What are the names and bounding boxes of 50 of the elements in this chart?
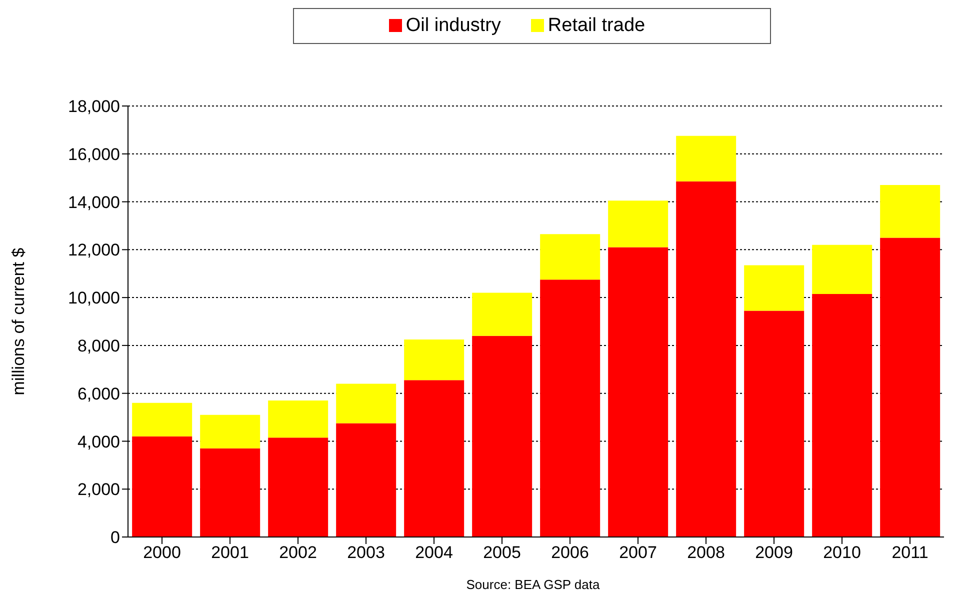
x-tick-label: 2007 xyxy=(619,543,657,562)
x-tick-label: 2003 xyxy=(347,543,385,562)
bar xyxy=(336,384,396,424)
x-tick-label: 2002 xyxy=(279,543,317,562)
x-tick-label: 2001 xyxy=(211,543,249,562)
x-tick-label: 2008 xyxy=(687,543,725,562)
source-note: Source: BEA GSP data xyxy=(465,577,601,592)
bar xyxy=(472,292,532,336)
bar xyxy=(540,280,600,537)
bar xyxy=(812,244,872,294)
x-tick-label: 2004 xyxy=(415,543,453,562)
y-tick-label: 4,000 xyxy=(77,432,120,452)
y-axis-title: millions of current $ xyxy=(9,247,28,396)
x-tick-label: 2000 xyxy=(143,543,181,562)
bar xyxy=(404,380,464,537)
y-tick-label: 2,000 xyxy=(77,480,120,500)
x-tick-label: 2009 xyxy=(755,543,793,562)
y-tick-label: 6,000 xyxy=(77,384,120,404)
x-tick-label: 2006 xyxy=(551,543,589,562)
bar xyxy=(812,294,872,537)
y-tick-label: 16,000 xyxy=(68,144,120,164)
bar xyxy=(744,310,804,537)
x-tick-label: 2010 xyxy=(823,543,861,562)
bar xyxy=(676,181,736,537)
bar xyxy=(676,136,736,182)
bar xyxy=(608,247,668,537)
legend-label: Oil industry xyxy=(406,15,501,36)
bar xyxy=(200,448,260,537)
bar xyxy=(880,238,940,537)
bar xyxy=(268,438,328,537)
y-tick-label: 12,000 xyxy=(68,240,120,260)
bar xyxy=(132,436,192,537)
bar xyxy=(744,265,804,311)
legend-label: Retail trade xyxy=(548,15,646,36)
y-tick-label: 0 xyxy=(110,528,120,548)
y-tick-label: 18,000 xyxy=(68,97,120,116)
y-tick-label: 8,000 xyxy=(77,336,120,356)
bar xyxy=(540,234,600,280)
bar xyxy=(880,185,940,238)
bar xyxy=(268,400,328,438)
y-tick-label: 10,000 xyxy=(68,288,120,308)
bar xyxy=(336,423,396,537)
x-tick-label: 2005 xyxy=(483,543,521,562)
bar xyxy=(472,336,532,537)
bar xyxy=(132,402,192,436)
y-tick-label: 14,000 xyxy=(68,192,120,212)
bar xyxy=(608,200,668,248)
bar xyxy=(200,414,260,448)
x-tick-label: 2011 xyxy=(892,543,928,562)
bar xyxy=(404,339,464,380)
